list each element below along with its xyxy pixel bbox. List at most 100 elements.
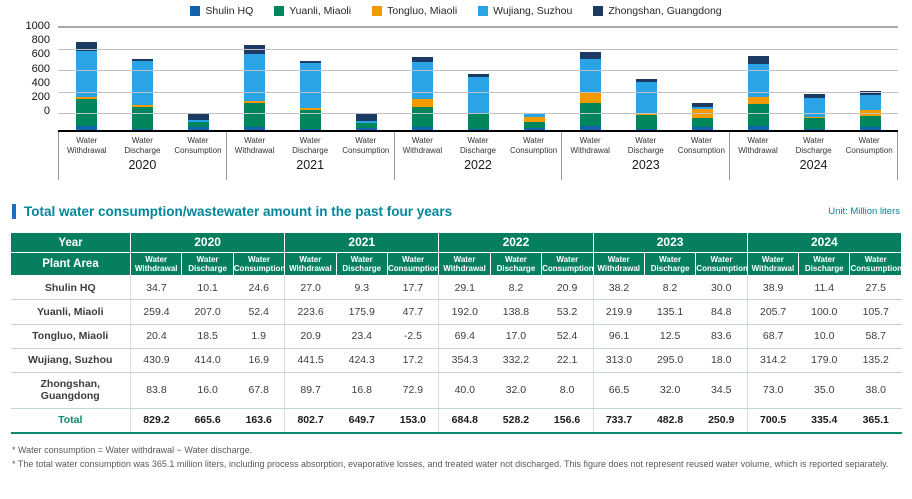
stacked-bar — [579, 52, 601, 130]
bar-segment — [691, 103, 713, 108]
value-cell: 38.9 — [746, 275, 799, 301]
value-cell: 29.1 — [438, 275, 491, 301]
value-cell: 354.3 — [438, 348, 491, 373]
legend-item: Zhongshan, Guangdong — [593, 5, 722, 17]
bar-segment — [859, 127, 881, 130]
value-cell: 34.5 — [695, 372, 748, 409]
year-header: 2022 — [438, 232, 594, 253]
value-cell: 38.2 — [592, 275, 645, 301]
x-group-2020: Water Withdrawal Water Discharge Water Consum… — [58, 132, 226, 180]
sub-header: Water Discharge — [181, 251, 234, 277]
plot-area — [58, 26, 898, 132]
legend-item: Yuanli, Miaoli — [274, 5, 351, 17]
value-cell: 10.1 — [181, 275, 234, 301]
value-cell: 802.7 — [284, 408, 337, 434]
bar-group-2020 — [58, 28, 226, 130]
bar-segment — [131, 107, 153, 129]
bar-segment — [131, 128, 153, 130]
value-cell: 295.0 — [644, 348, 696, 373]
bar-segment — [859, 109, 881, 116]
x-category-label: Water Consumption — [342, 136, 390, 155]
bar-segment — [411, 57, 433, 62]
sub-header: Water Discharge — [798, 251, 851, 277]
x-year-label: 2021 — [296, 158, 325, 173]
bar-segment — [131, 59, 153, 62]
table-head: Year 2020 2021 2022 2023 2024 Plant Area Water W… — [10, 232, 902, 277]
value-cell: 250.9 — [695, 408, 748, 434]
bar-segment — [635, 129, 657, 130]
plant-label: Wujiang, Suzhou — [10, 348, 131, 373]
table-row: Wujiang, Suzhou 430.9 414.0 16.9 441.5 424.3 1… — [10, 348, 902, 373]
bar-segment — [467, 114, 489, 130]
value-cell: 27.5 — [849, 275, 902, 301]
value-cell: 8.0 — [541, 372, 594, 409]
x-category-label: Water Withdrawal — [67, 136, 107, 155]
bar-segment — [243, 103, 265, 128]
value-cell: 335.4 — [798, 408, 850, 434]
value-cell: 10.0 — [798, 324, 850, 349]
x-category-label: Water Consumption — [174, 136, 222, 155]
table-row: Tongluo, Miaoli 20.4 18.5 1.9 20.9 23.4 -2.5 69… — [10, 324, 902, 349]
bar-segment — [859, 91, 881, 96]
y-axis-tick-label: 600 — [31, 62, 50, 75]
value-cell: 96.1 — [592, 324, 645, 349]
bar-segment — [803, 94, 825, 99]
plant-label: Yuanli, Miaoli — [10, 299, 131, 325]
section-title: Total water consumption/wastewater amoun… — [24, 204, 453, 219]
value-cell: 135.1 — [644, 299, 696, 325]
x-year-label: 2020 — [128, 158, 157, 173]
x-group-2023: Water Withdrawal Water Discharge Water Consum… — [561, 132, 729, 180]
bar-segment — [299, 129, 321, 130]
bar-segment — [691, 107, 713, 109]
legend-label: Zhongshan, Guangdong — [608, 5, 722, 17]
plant-label: Zhongshan, Guangdong — [10, 372, 131, 409]
bar-segment — [691, 126, 713, 130]
bar-segment — [411, 106, 433, 127]
legend-swatch-icon — [274, 6, 285, 16]
year-header: 2020 — [129, 232, 286, 253]
value-cell: 205.7 — [746, 299, 799, 325]
value-cell: 16.9 — [233, 348, 285, 373]
footnote-2: * The total water consumption was 365.1 … — [12, 459, 889, 470]
stacked-bar — [187, 112, 209, 130]
y-axis-tick-label: 200 — [31, 91, 50, 103]
value-cell: 72.9 — [387, 372, 439, 409]
corner-plant-area: Plant Area — [10, 251, 131, 277]
table-body: Shulin HQ 34.7 10.1 24.6 27.0 9.3 17.7 29.1 8.2 2… — [10, 275, 902, 434]
footnotes: * Water consumption = Water withdrawal −… — [12, 444, 900, 471]
bar-segment — [635, 82, 657, 114]
value-cell: 34.7 — [129, 275, 182, 301]
value-cell: 23.4 — [336, 324, 388, 349]
gridline — [58, 70, 898, 72]
stacked-bar — [635, 78, 657, 130]
value-cell: 179.0 — [798, 348, 850, 373]
bar-segment — [75, 51, 97, 97]
x-category-label: Water Withdrawal — [402, 136, 443, 155]
x-group-2021: Water Withdrawal Water Discharge Water Consum… — [225, 132, 394, 180]
x-category-label: Water Withdrawal — [738, 136, 778, 155]
legend-swatch-icon — [478, 6, 489, 16]
value-cell: 313.0 — [592, 348, 645, 373]
chart-legend: Shulin HQ Yuanli, Miaoli Tongluo, Miaoli Wu… — [0, 0, 912, 18]
stacked-bar — [243, 44, 265, 130]
bar-segment — [299, 61, 321, 63]
value-cell: 18.0 — [695, 348, 748, 373]
value-cell: 58.7 — [849, 324, 902, 349]
bar-segment — [747, 125, 769, 130]
legend-label: Yuanli, Miaoli — [289, 5, 352, 17]
value-cell: 66.5 — [592, 372, 645, 409]
plant-label: Total — [10, 408, 131, 434]
sub-header: Water Consumption — [386, 251, 440, 277]
legend-item: Tongluo, Miaoli — [372, 5, 457, 17]
value-cell: 100.0 — [798, 299, 850, 325]
value-cell: 8.2 — [644, 275, 696, 301]
value-cell: 414.0 — [181, 348, 234, 373]
bar-segment — [747, 55, 769, 64]
value-cell: 8.2 — [490, 275, 542, 301]
bar-segment — [635, 78, 657, 83]
bar-segment — [579, 92, 601, 103]
value-cell: 314.2 — [746, 348, 799, 373]
x-category-label: Water Consumption — [510, 136, 558, 155]
sub-header: Water Consumption — [695, 251, 748, 277]
